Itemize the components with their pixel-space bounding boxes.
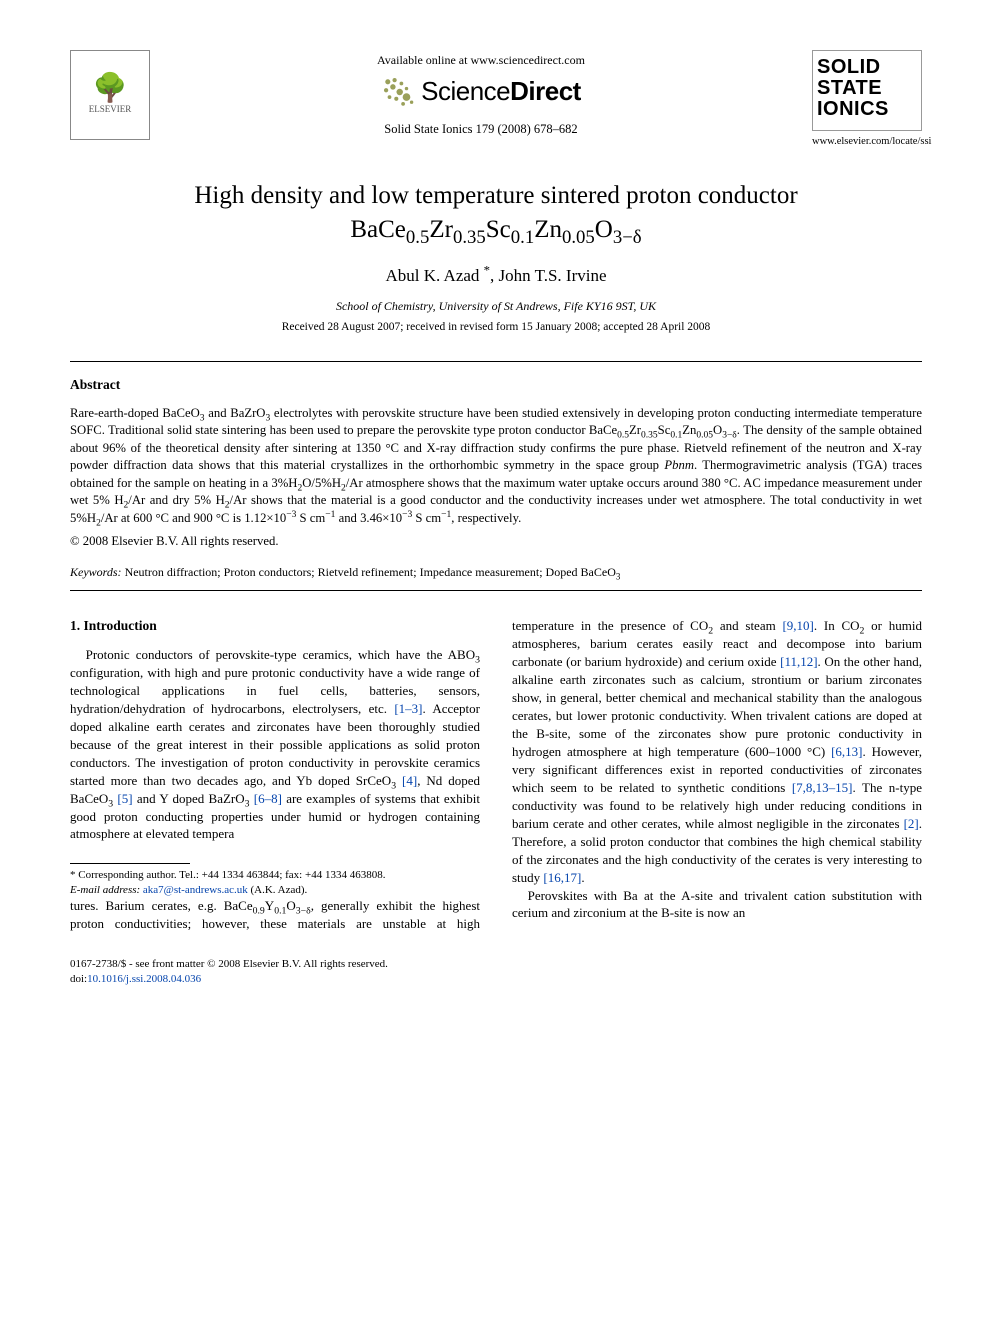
rule-top [70, 361, 922, 362]
footer-line1: 0167-2738/$ - see front matter © 2008 El… [70, 957, 922, 972]
center-header: Available online at www.sciencedirect.co… [150, 50, 812, 138]
email-link[interactable]: aka7@st-andrews.ac.uk [143, 884, 248, 896]
sd-bold: Direct [510, 76, 581, 106]
keywords: Keywords: Neutron diffraction; Proton co… [70, 564, 922, 580]
elsevier-logo: 🌳 ELSEVIER [70, 50, 150, 140]
body-columns: 1. Introduction Protonic conductors of p… [70, 617, 922, 932]
elsevier-label: ELSEVIER [89, 103, 132, 115]
journal-reference: Solid State Ionics 179 (2008) 678–682 [150, 121, 812, 138]
affiliation: School of Chemistry, University of St An… [70, 298, 922, 314]
journal-title-box: SOLID STATE IONICS [812, 50, 922, 131]
sd-light: Science [421, 76, 510, 106]
sciencedirect-logo: ScienceDirect [381, 74, 581, 109]
article-title: High density and low temperature sintere… [100, 179, 892, 247]
elsevier-tree-icon: 🌳 [93, 75, 128, 103]
header-row: 🌳 ELSEVIER Available online at www.scien… [70, 50, 922, 149]
journal-box-line2: STATE [817, 78, 917, 99]
journal-box-line3: IONICS [817, 99, 917, 120]
article-dates: Received 28 August 2007; received in rev… [70, 320, 922, 336]
section-1-heading: 1. Introduction [70, 617, 480, 636]
section-1-para-1a: Protonic conductors of perovskite-type c… [70, 646, 480, 843]
journal-box-line1: SOLID [817, 57, 917, 78]
corresponding-author-footnote: * Corresponding author. Tel.: +44 1334 4… [70, 868, 480, 882]
sciencedirect-flare-icon [381, 75, 415, 109]
email-label: E-mail address: [70, 884, 140, 896]
footer-doi: doi:10.1016/j.ssi.2008.04.036 [70, 972, 922, 987]
abstract-body: Rare-earth-doped BaCeO3 and BaZrO3 elect… [70, 405, 922, 528]
email-suffix: (A.K. Azad). [250, 884, 307, 896]
authors: Abul K. Azad *, John T.S. Irvine [70, 265, 922, 288]
sciencedirect-text: ScienceDirect [421, 74, 581, 109]
journal-box: SOLID STATE IONICS www.elsevier.com/loca… [812, 50, 922, 149]
keywords-label: Keywords: [70, 565, 122, 579]
abstract-copyright: © 2008 Elsevier B.V. All rights reserved… [70, 533, 922, 550]
footnote-rule [70, 863, 190, 864]
keywords-text: Neutron diffraction; Proton conductors; … [125, 565, 621, 579]
email-footnote: E-mail address: aka7@st-andrews.ac.uk (A… [70, 883, 480, 897]
doi-link[interactable]: 10.1016/j.ssi.2008.04.036 [87, 973, 201, 985]
available-online-text: Available online at www.sciencedirect.co… [150, 52, 812, 68]
rule-bottom [70, 590, 922, 591]
section-1-para-2: Perovskites with Ba at the A-site and tr… [512, 887, 922, 923]
abstract-heading: Abstract [70, 376, 922, 394]
page-footer: 0167-2738/$ - see front matter © 2008 El… [70, 957, 922, 987]
doi-prefix: doi: [70, 973, 87, 985]
journal-url: www.elsevier.com/locate/ssi [812, 135, 922, 149]
